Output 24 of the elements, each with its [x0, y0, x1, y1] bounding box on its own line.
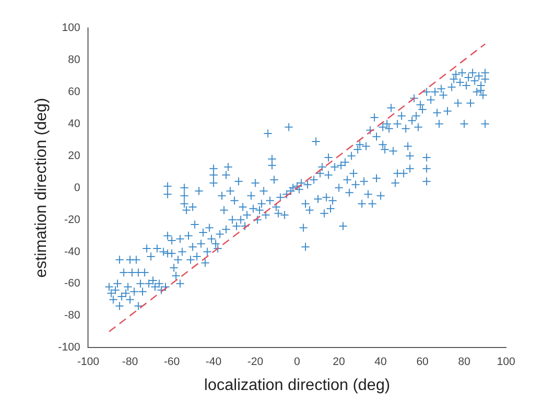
y-tick-label: -80 — [64, 310, 80, 322]
y-tick-label: 0 — [74, 182, 80, 194]
x-tick-label: -80 — [122, 356, 138, 368]
y-tick-label: 100 — [62, 22, 80, 34]
x-tick-label: 60 — [416, 356, 429, 368]
x-tick-label: 100 — [496, 356, 516, 368]
y-tick-label: -60 — [64, 278, 80, 290]
x-tick-label: 20 — [332, 356, 346, 368]
x-tick-label: 0 — [294, 356, 300, 368]
x-tick-label: 40 — [374, 356, 387, 368]
x-tick-label: -100 — [77, 356, 100, 368]
y-tick-label: 20 — [68, 150, 80, 162]
y-tick-label: 40 — [68, 118, 80, 130]
y-tick-label: -20 — [64, 214, 80, 226]
x-tick-label: -20 — [247, 356, 264, 368]
x-axis-title: localization direction (deg) — [204, 376, 390, 394]
x-tick-label: 80 — [458, 356, 470, 368]
y-axis-title: estimation direction (deg) — [33, 98, 50, 278]
y-tick-label: -40 — [64, 246, 80, 258]
y-tick-label: 80 — [68, 54, 80, 66]
y-tick-label: 60 — [68, 86, 80, 98]
x-tick-label: -60 — [164, 356, 180, 368]
x-tick-label: -40 — [206, 356, 222, 368]
y-tick-label: -100 — [58, 342, 80, 354]
